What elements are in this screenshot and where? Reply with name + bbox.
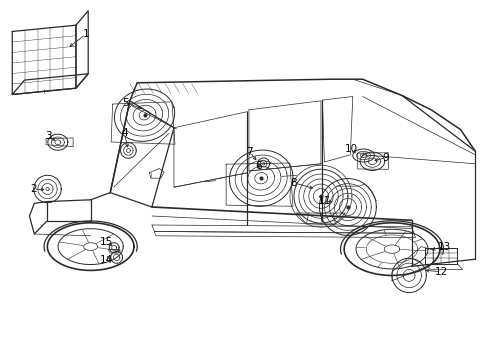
Text: 11: 11 bbox=[318, 196, 331, 206]
Text: 8: 8 bbox=[291, 178, 297, 188]
Text: 10: 10 bbox=[345, 144, 358, 154]
Text: 5: 5 bbox=[122, 98, 129, 108]
Text: 14: 14 bbox=[100, 255, 114, 265]
Text: 6: 6 bbox=[255, 161, 262, 171]
Text: 13: 13 bbox=[438, 242, 452, 252]
Text: 15: 15 bbox=[100, 237, 114, 247]
Text: 12: 12 bbox=[434, 267, 448, 277]
Text: 3: 3 bbox=[45, 131, 51, 141]
Text: 4: 4 bbox=[121, 128, 128, 138]
Text: 2: 2 bbox=[30, 184, 37, 194]
Text: 7: 7 bbox=[246, 147, 253, 157]
Text: 1: 1 bbox=[82, 29, 89, 39]
Text: 9: 9 bbox=[383, 153, 390, 163]
